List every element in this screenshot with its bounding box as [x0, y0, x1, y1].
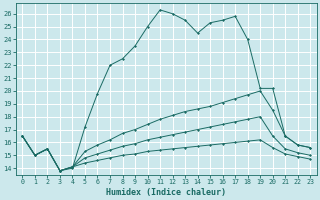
- X-axis label: Humidex (Indice chaleur): Humidex (Indice chaleur): [106, 188, 226, 197]
